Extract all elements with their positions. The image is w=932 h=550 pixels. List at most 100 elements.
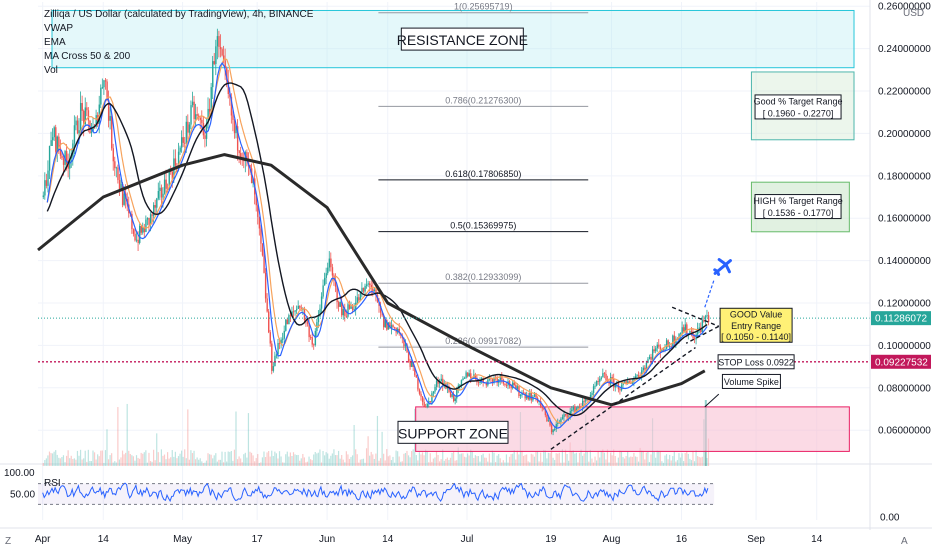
candle-body <box>487 379 489 386</box>
volume-bar <box>628 457 630 466</box>
volume-bar <box>370 451 372 466</box>
volume-bar <box>255 458 257 466</box>
volume-bar <box>188 459 190 466</box>
volume-bar <box>201 461 203 466</box>
candle-body <box>347 304 349 317</box>
volume-bar <box>600 451 602 466</box>
candle-body <box>294 310 296 312</box>
volume-bar <box>348 458 351 466</box>
volume-bar <box>549 453 551 466</box>
volume-bar <box>170 457 172 466</box>
candle-body <box>48 145 51 171</box>
volume-bar <box>275 453 278 466</box>
volume-bar <box>501 462 503 466</box>
candle-body <box>75 120 77 126</box>
volume-bar <box>400 461 402 466</box>
candle-body <box>611 377 613 379</box>
candle-body <box>393 327 396 329</box>
volume-bar <box>355 449 357 466</box>
price-tick-label: 0.22000000 <box>878 87 931 98</box>
volume-bar <box>701 456 703 466</box>
candle-body <box>384 320 387 328</box>
candle-body <box>109 116 111 121</box>
candle-body <box>216 36 219 47</box>
volume-bar <box>327 453 329 466</box>
airplane-icon <box>713 258 732 276</box>
candle-body <box>268 311 270 333</box>
candle-body <box>519 394 522 397</box>
volume-bar <box>289 452 291 466</box>
fibonacci-levels: 1(0.25695719) 0.786(0.21276300) 0.618(0.17… <box>378 2 589 348</box>
volume-bar <box>569 442 571 466</box>
volume-bar <box>187 409 189 466</box>
volume-bar <box>599 457 601 466</box>
candle-body <box>118 180 121 190</box>
volume-bar <box>546 458 548 466</box>
volume-bar <box>389 455 391 466</box>
auto-scale-button[interactable]: A <box>901 536 908 547</box>
volume-bar <box>571 451 573 466</box>
volume-bar <box>684 453 686 466</box>
candle-body <box>550 425 553 433</box>
candle-body <box>350 306 352 309</box>
volume-bar <box>44 460 46 466</box>
volume-bar <box>160 449 162 466</box>
volume-bar <box>123 454 125 466</box>
candle-body <box>115 167 118 169</box>
indicator-ema[interactable]: EMA <box>44 37 66 48</box>
volume-bar <box>383 453 385 466</box>
volume-bar <box>644 459 646 466</box>
candle-body <box>165 179 167 189</box>
indicator-vol[interactable]: Vol <box>44 65 58 76</box>
candle-body <box>387 322 390 330</box>
volume-bar <box>72 459 74 466</box>
candle-body <box>510 386 512 389</box>
candle-body <box>403 337 405 347</box>
candle-body <box>160 187 163 198</box>
volume-bar <box>392 456 394 466</box>
volume-bar <box>658 451 660 466</box>
candle-body <box>232 115 234 120</box>
volume-bar <box>669 454 671 466</box>
candle-body <box>275 354 278 356</box>
indicator-ma-cross[interactable]: MA Cross 50 & 200 <box>44 51 131 62</box>
rsi-axis-label: 0.00 <box>880 513 900 524</box>
volume-bar <box>55 450 57 466</box>
volume-bar <box>73 458 75 466</box>
candle-body <box>515 384 517 390</box>
volume-bar <box>479 461 481 466</box>
volume-bar <box>356 454 358 466</box>
volume-bar <box>163 454 166 466</box>
volume-bar <box>212 458 214 466</box>
candle-body <box>704 316 707 322</box>
candle-body <box>622 382 624 386</box>
candle-body <box>233 119 236 134</box>
volume-bar <box>246 457 248 466</box>
indicator-vwap[interactable]: VWAP <box>44 23 74 34</box>
volume-bar <box>577 462 579 466</box>
price-tick-label: 0.20000000 <box>878 129 931 140</box>
volume-bar <box>207 453 209 466</box>
fib-level-label: 0.618(0.17806850) <box>445 169 521 179</box>
candle-body <box>479 380 481 383</box>
volume-bar <box>261 457 264 466</box>
volume-bar <box>616 462 618 466</box>
candle-body <box>249 165 251 169</box>
candle-body <box>140 226 142 233</box>
candle-body <box>420 393 422 397</box>
candle-body <box>322 285 324 297</box>
candle-body <box>633 378 635 382</box>
candle-body <box>69 158 71 169</box>
candle-body <box>648 356 651 360</box>
candle-body <box>552 429 554 433</box>
candle-body <box>120 183 122 190</box>
candle-body <box>530 393 533 401</box>
candle-body <box>236 126 239 151</box>
candle-body <box>257 205 259 217</box>
candle-body <box>630 383 632 384</box>
candle-body <box>143 227 146 233</box>
volume-bar <box>156 433 158 466</box>
candle-body <box>459 384 461 386</box>
candle-body <box>336 286 338 303</box>
